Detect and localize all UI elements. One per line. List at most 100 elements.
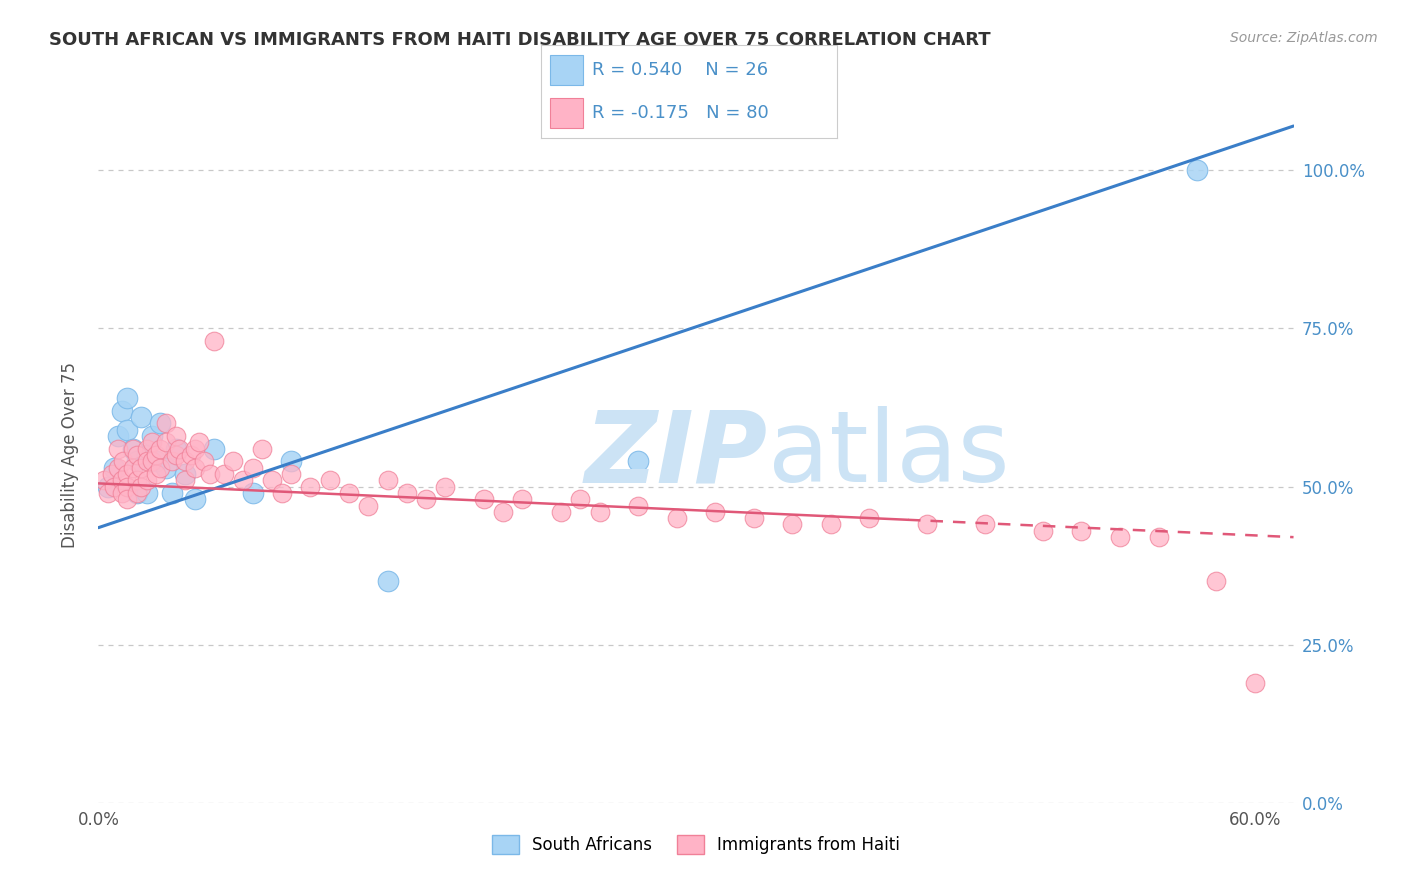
Point [174,454,197,468]
Point [782,517,804,532]
Point [117,467,139,481]
Point [415,492,437,507]
Point [1147,530,1170,544]
Point [377,574,399,589]
Point [202,442,225,456]
Point [125,486,148,500]
Point [141,435,163,450]
Point [252,442,274,456]
Point [180,448,202,462]
Point [627,499,650,513]
Point [917,517,939,532]
Point [135,486,157,500]
Point [107,442,129,456]
Point [117,479,139,493]
Point [125,473,148,487]
Point [174,473,197,487]
FancyBboxPatch shape [550,98,582,128]
Point [165,448,187,462]
Point [160,454,183,468]
Point [125,486,148,500]
Point [149,460,172,475]
Text: R = 0.540    N = 26: R = 0.540 N = 26 [592,61,768,78]
Point [125,454,148,468]
Point [665,511,688,525]
Point [319,473,342,487]
Point [97,479,120,493]
Point [97,486,120,500]
Point [135,442,157,456]
Point [357,499,380,513]
Point [129,479,152,493]
Point [569,492,592,507]
Point [155,435,177,450]
Point [165,442,187,456]
Point [141,454,163,468]
Point [1205,574,1227,589]
Point [145,448,167,462]
Point [974,517,997,532]
Point [1185,163,1208,178]
Point [1070,524,1092,538]
Point [125,448,148,462]
Point [101,467,124,481]
Text: R = -0.175   N = 80: R = -0.175 N = 80 [592,104,768,122]
Point [141,429,163,443]
Point [103,460,125,475]
Point [202,334,225,348]
Point [299,479,322,493]
Point [160,486,183,500]
Point [117,492,139,507]
Point [184,442,207,456]
Point [184,492,207,507]
Point [472,492,495,507]
Point [270,486,292,500]
Point [627,454,650,468]
Point [242,460,264,475]
Point [135,473,157,487]
Point [107,429,129,443]
Point [704,505,727,519]
Point [107,460,129,475]
Point [155,460,177,475]
Point [742,511,765,525]
Point [193,454,215,468]
Point [149,442,172,456]
Point [122,442,145,456]
Point [260,473,283,487]
Point [492,505,515,519]
Y-axis label: Disability Age Over 75: Disability Age Over 75 [60,362,79,548]
Point [122,460,145,475]
Point [858,511,880,525]
Point [174,467,197,481]
Point [149,417,172,431]
Text: Source: ZipAtlas.com: Source: ZipAtlas.com [1230,31,1378,45]
Text: ZIP: ZIP [585,407,768,503]
Point [550,505,572,519]
Point [280,454,302,468]
Point [337,486,360,500]
Point [212,467,235,481]
Point [377,473,399,487]
Legend: South Africans, Immigrants from Haiti: South Africans, Immigrants from Haiti [485,828,907,861]
Point [110,403,132,417]
Point [434,479,457,493]
Point [145,467,167,481]
Text: SOUTH AFRICAN VS IMMIGRANTS FROM HAITI DISABILITY AGE OVER 75 CORRELATION CHART: SOUTH AFRICAN VS IMMIGRANTS FROM HAITI D… [49,31,991,49]
Point [145,454,167,468]
Point [242,486,264,500]
Point [1244,675,1267,690]
Point [395,486,418,500]
Point [1032,524,1054,538]
Point [1109,530,1132,544]
Point [129,409,152,424]
Point [117,423,139,437]
Point [117,391,139,405]
Point [280,467,302,481]
Point [222,454,245,468]
Point [103,479,125,493]
Point [112,454,135,468]
Point [155,417,177,431]
Point [232,473,254,487]
Point [588,505,610,519]
